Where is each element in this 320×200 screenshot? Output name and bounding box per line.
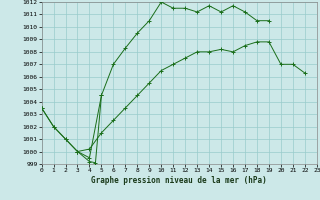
X-axis label: Graphe pression niveau de la mer (hPa): Graphe pression niveau de la mer (hPa)	[91, 176, 267, 185]
